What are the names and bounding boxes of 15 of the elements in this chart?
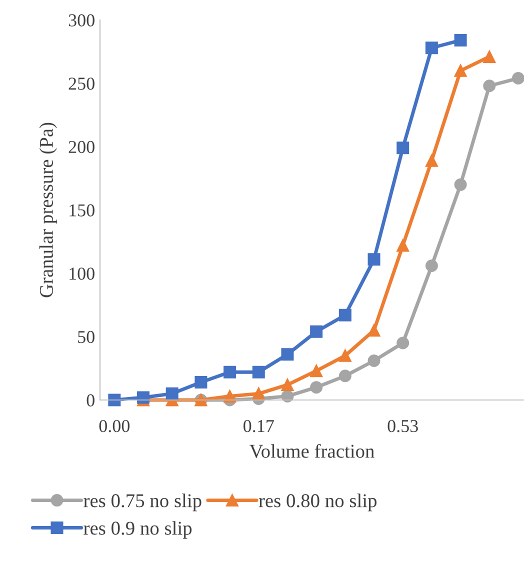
x-tick-label: 0.00	[99, 420, 130, 432]
x-tick-label: 0.53	[388, 420, 418, 432]
y-tick-label: 100	[70, 268, 94, 280]
legend-label: res 0.75 no slip	[84, 494, 202, 512]
y-axis-title: Granular pressure (Pa)	[39, 122, 57, 298]
legend-label: res 0.9 no slip	[84, 521, 192, 539]
y-tick-label: 150	[70, 204, 94, 216]
legend-label: res 0.80 no slip	[258, 494, 377, 512]
x-tick-label: 0.17	[244, 420, 274, 432]
y-tick-label: 200	[68, 140, 94, 154]
y-tick-label: 0	[86, 394, 94, 406]
x-axis-title: Volume fraction	[249, 444, 374, 458]
y-tick-label: 300	[68, 14, 94, 26]
y-tick-label: 250	[68, 78, 94, 90]
y-tick-label: 50	[78, 330, 94, 344]
